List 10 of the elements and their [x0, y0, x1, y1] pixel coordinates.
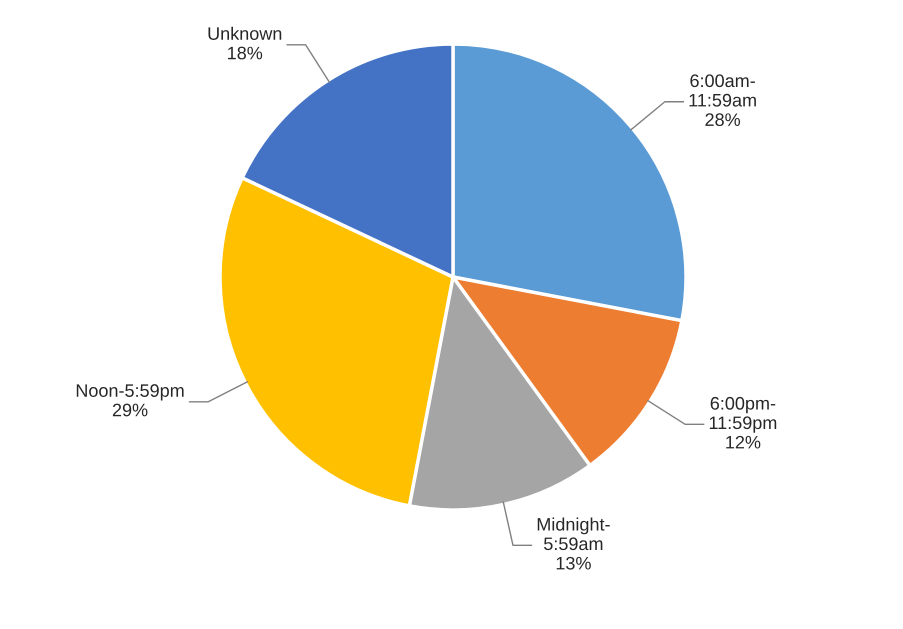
slice-label: Noon-5:59pm: [76, 384, 184, 401]
data-label: 29%: [112, 404, 148, 416]
data-label: 13%: [556, 556, 591, 570]
data-label: 12%: [726, 436, 760, 449]
slice-label: Midnight- 5:59am: [538, 517, 610, 550]
data-label: 18%: [228, 46, 262, 60]
slice-label: 6:00am- 11:59am: [690, 74, 756, 107]
data-label: 28%: [705, 113, 740, 126]
slice-label: Unknown: [208, 26, 282, 40]
slice-label: 6:00pm- 11:59pm: [710, 396, 776, 433]
